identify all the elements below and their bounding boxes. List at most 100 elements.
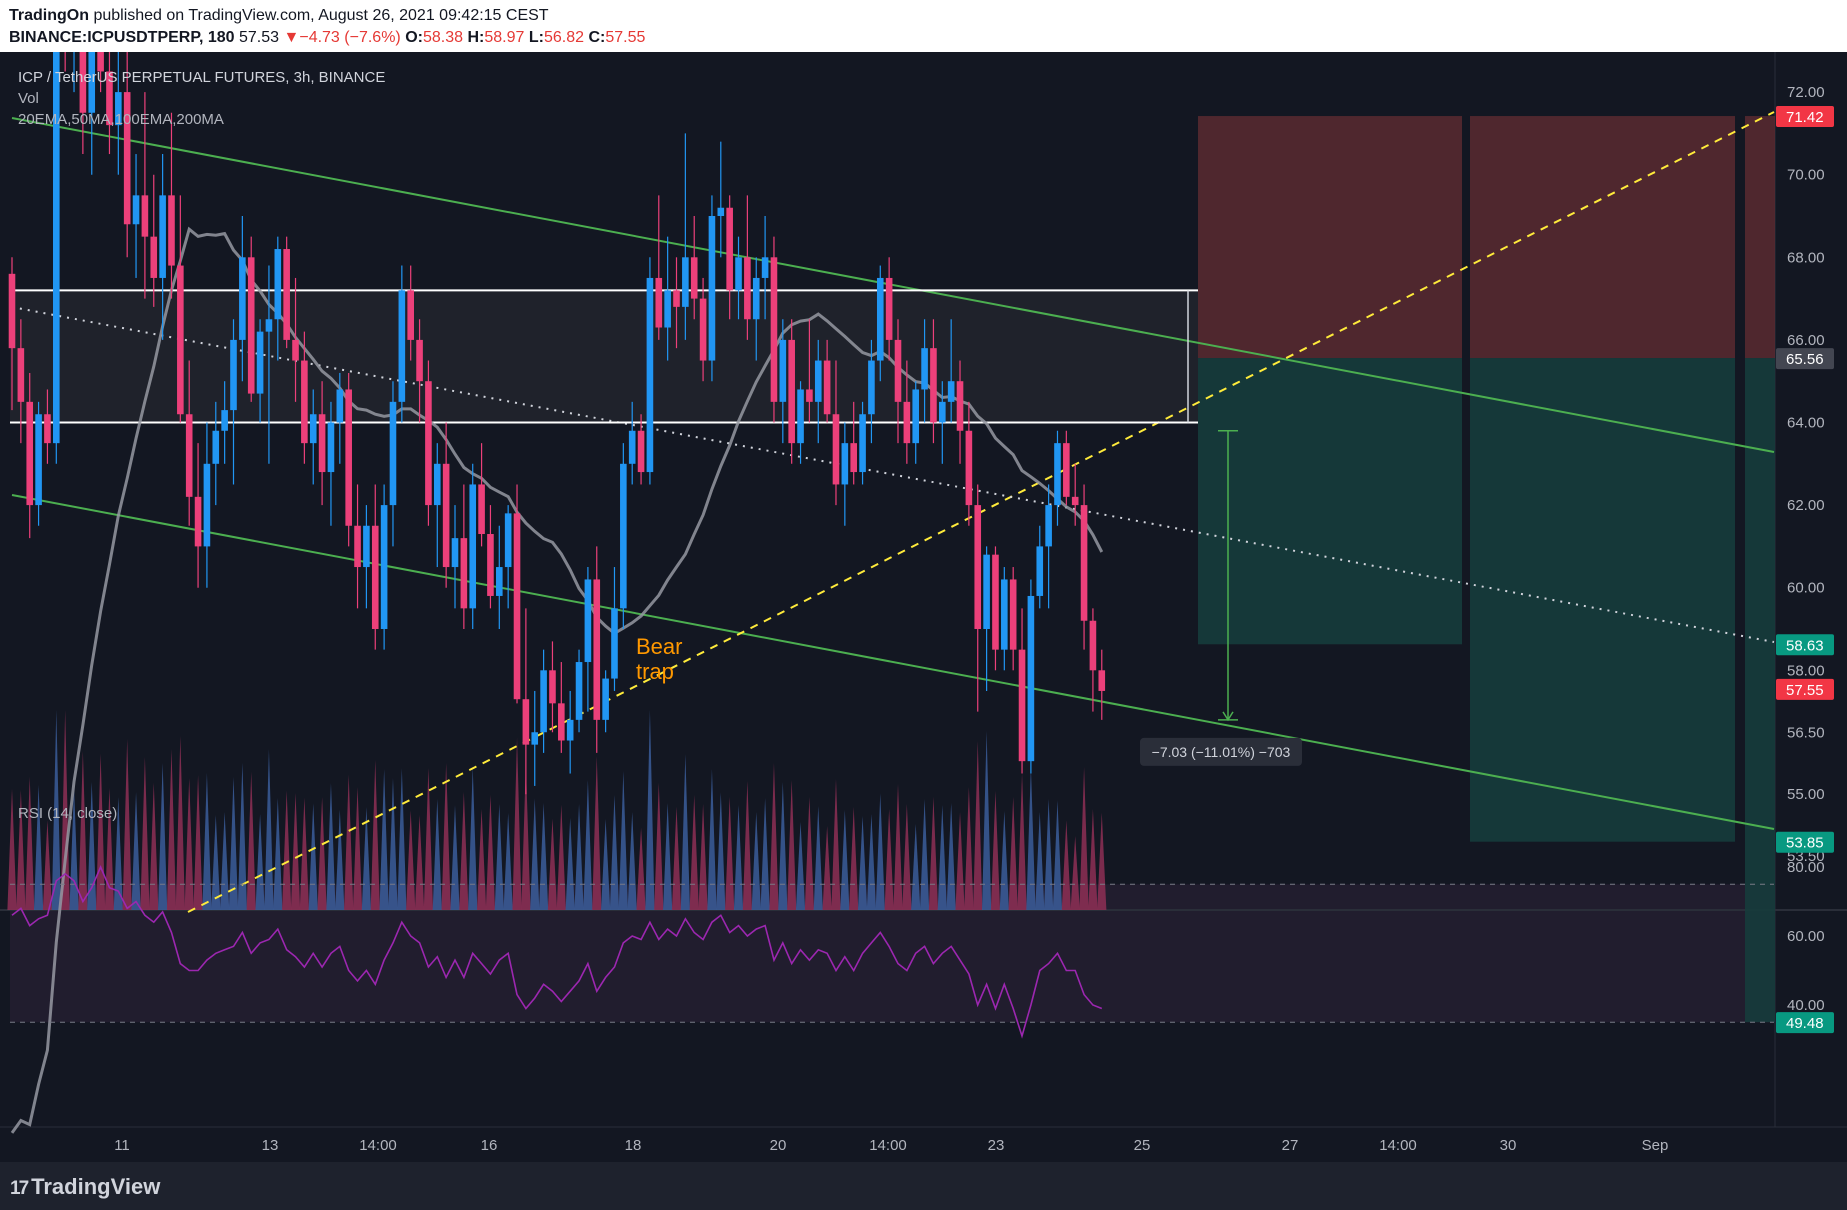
candle-body: [859, 414, 866, 473]
candles: [8, 52, 1106, 795]
candle-body: [8, 273, 16, 349]
price-label-text: 57.55: [1786, 682, 1824, 699]
volume-bar: [689, 795, 699, 910]
candle-body: [44, 414, 51, 444]
candle: [35, 401, 42, 526]
candle-body: [185, 414, 193, 497]
candle: [859, 401, 866, 485]
candle: [345, 372, 352, 547]
candle-body: [549, 670, 556, 704]
candle-body: [1089, 620, 1097, 671]
candle-body: [682, 257, 689, 307]
price-label-bg: [1776, 678, 1834, 700]
candle: [265, 265, 273, 464]
candle-body: [1009, 579, 1017, 650]
candle-body: [894, 339, 902, 402]
volume-bar: [583, 780, 593, 910]
candle: [451, 505, 459, 609]
candle-body: [460, 538, 468, 609]
volume-bar: [370, 760, 380, 910]
candle: [177, 195, 184, 423]
candle-body: [717, 207, 725, 216]
candle: [371, 484, 379, 650]
candle: [1009, 567, 1017, 671]
candle-body: [407, 290, 414, 340]
volume-bar: [609, 795, 620, 910]
volume-bar: [742, 781, 752, 910]
candle: [717, 141, 725, 258]
candle: [185, 360, 193, 526]
candle-body: [823, 360, 831, 415]
candle: [230, 319, 237, 485]
volume-bar: [60, 710, 70, 910]
price-label-text: 65.56: [1786, 351, 1824, 368]
candle-body: [283, 249, 290, 340]
position-zones: [10, 116, 1775, 1023]
volume-bar: [973, 741, 983, 910]
publisher-name[interactable]: TradingOn: [9, 7, 89, 24]
price-chart[interactable]: −7.03 (−11.01%) −703 72.00 70.00 68.00 66.0…: [0, 52, 1847, 1162]
volume-bar: [946, 803, 956, 910]
volume-bar: [636, 827, 646, 910]
candle: [832, 360, 840, 506]
candle: [885, 257, 893, 361]
legend-title: ICP / TetherUS PERPETUAL FUTURES, 3h, BI…: [18, 69, 385, 86]
volume-bar: [547, 818, 558, 910]
candle-body: [416, 339, 423, 382]
candle: [247, 236, 255, 402]
volume-bar: [840, 810, 850, 910]
candle: [17, 319, 25, 444]
candle: [256, 319, 264, 423]
volume-bar: [78, 751, 88, 910]
candle-body: [1063, 443, 1070, 497]
candle-body: [247, 257, 255, 394]
time-tick-label: 14:00: [1379, 1137, 1417, 1154]
volume-bar: [503, 813, 513, 910]
price-tick-label: 56.50: [1787, 724, 1825, 741]
candle: [593, 546, 601, 753]
volume-bar: [680, 754, 690, 910]
volume-bar: [308, 803, 318, 910]
tradingview-logo[interactable]: 17 TradingView: [10, 1174, 160, 1200]
volume-bar: [919, 799, 930, 910]
candle-body: [655, 277, 663, 328]
open-label: O:: [405, 29, 423, 46]
candle-body: [1001, 579, 1008, 650]
candle: [504, 505, 512, 609]
time-tick-label: 18: [625, 1137, 642, 1154]
volume-bar: [654, 783, 664, 910]
price-label-bg: [1776, 634, 1834, 656]
candle: [903, 360, 911, 464]
candle-body: [132, 195, 140, 225]
volume-bar: [1061, 820, 1071, 910]
volume-bar: [432, 799, 442, 910]
candle-body: [354, 525, 361, 568]
price-label: 71.42: [1776, 106, 1834, 128]
candle-body: [159, 195, 166, 278]
candle-body: [1054, 443, 1061, 506]
candle: [53, 52, 60, 464]
publish-line: TradingOn published on TradingView.com, …: [9, 7, 549, 25]
price-label: 49.48: [1776, 1012, 1834, 1034]
legend-mas: 20EMA,50MA,100EMA,200MA: [18, 111, 224, 128]
candle: [318, 381, 326, 506]
candle: [921, 319, 928, 423]
volume-bar: [397, 768, 407, 910]
candle: [549, 641, 556, 733]
volume-bar: [459, 792, 469, 910]
candle: [513, 484, 521, 704]
time-tick-label: 14:00: [359, 1137, 397, 1154]
volume-bar: [51, 710, 61, 910]
candle-body: [584, 579, 592, 663]
price-tick-label: 66.00: [1787, 332, 1825, 349]
price-label: 65.56: [1776, 348, 1834, 370]
candle-body: [1080, 505, 1088, 621]
volume-bar: [299, 797, 309, 910]
volume-bar: [175, 736, 185, 910]
candle-body: [806, 389, 813, 402]
volume-bar: [698, 804, 708, 910]
volume-bar: [16, 790, 26, 910]
candle-body: [974, 505, 982, 629]
candle: [1001, 567, 1008, 671]
ohlc-line: BINANCE:ICPUSDTPERP, 180 57.53 ▼−4.73 (−…: [9, 29, 645, 47]
